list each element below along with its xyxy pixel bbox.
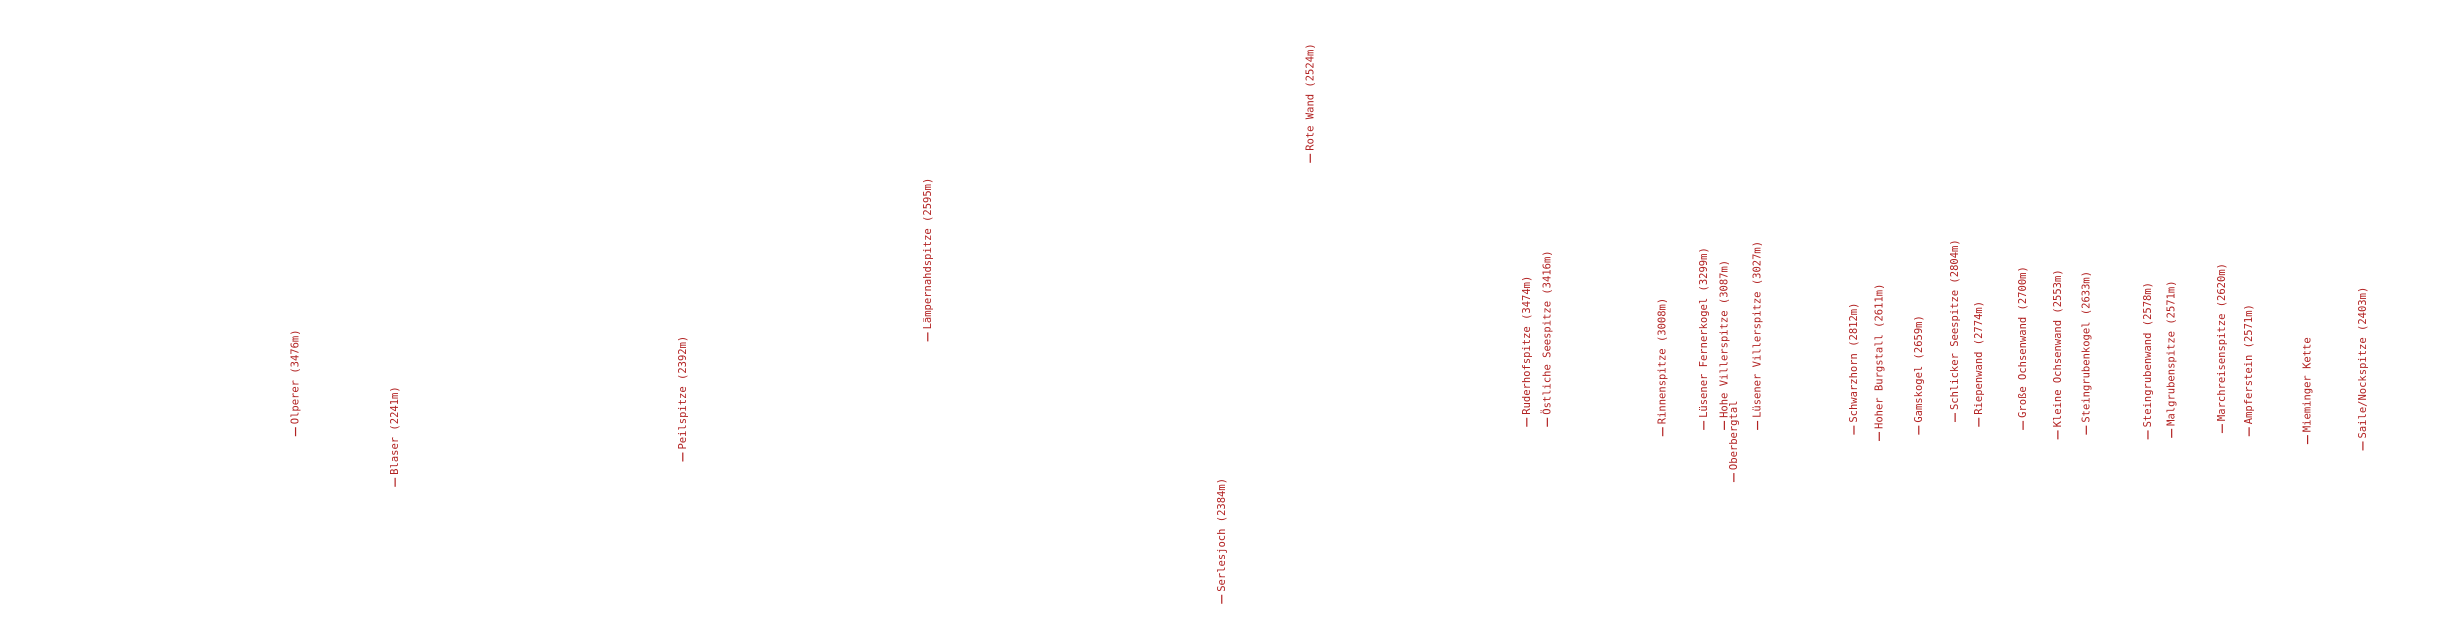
peak-label: Olperer (3476m) xyxy=(290,329,302,424)
peak-label: Ampferstein (2571m) xyxy=(2243,304,2255,424)
peak-label: Lüsener Villerspitze (3027m) xyxy=(1752,241,1764,418)
peak-label: Malgrubenspitze (2571m) xyxy=(2166,280,2178,425)
peak-label: Hoher Burgstall (2611m) xyxy=(1873,284,1885,429)
peak-label: Peilspitze (2392m) xyxy=(677,336,689,450)
peak-label: Lüsener Fernerkogel (3299m) xyxy=(1698,247,1710,418)
peak-label: Steingrubenkogel (2633m) xyxy=(2080,271,2092,423)
peak-label: Serlesjoch (2384m) xyxy=(1216,478,1228,592)
peak-label: Kleine Ochsenwand (2553m) xyxy=(2052,269,2064,427)
peak-label: Hohe Villerspitze (3087m) xyxy=(1718,260,1730,418)
peak-label: Blaser (2241m) xyxy=(389,386,401,475)
peak-label: Marchreisenspitze (2620m) xyxy=(2216,263,2228,421)
peak-label: Östliche Seespitze (3416m) xyxy=(1540,250,1553,414)
peak-label: Gamskogel (2659m) xyxy=(1913,315,1925,422)
peak-label: Saile/Nockspitze (2403m) xyxy=(2357,287,2369,439)
peak-label: Steingrubenwand (2578m) xyxy=(2142,282,2154,427)
peak-label: Lämpernahdspitze (2595m) xyxy=(922,178,934,330)
peak-label: Rinnenspitze (3008m) xyxy=(1657,298,1669,424)
peak-label: Mieminger Kette xyxy=(2302,337,2314,432)
peak-label: Riepenwand (2774m) xyxy=(1973,301,1985,415)
peak-label: Rote Wand (2524m) xyxy=(1304,43,1316,150)
peak-label: Ruderhofspitze (3474m) xyxy=(1521,276,1533,415)
peak-label: Schwarzhorn (2812m) xyxy=(1848,303,1860,423)
peak-label: Oberbergtal xyxy=(1728,401,1740,471)
peak-label: Große Ochsenwand (2700m) xyxy=(2017,266,2029,418)
peak-label: Schlicker Seespitze (2804m) xyxy=(1949,239,1961,410)
